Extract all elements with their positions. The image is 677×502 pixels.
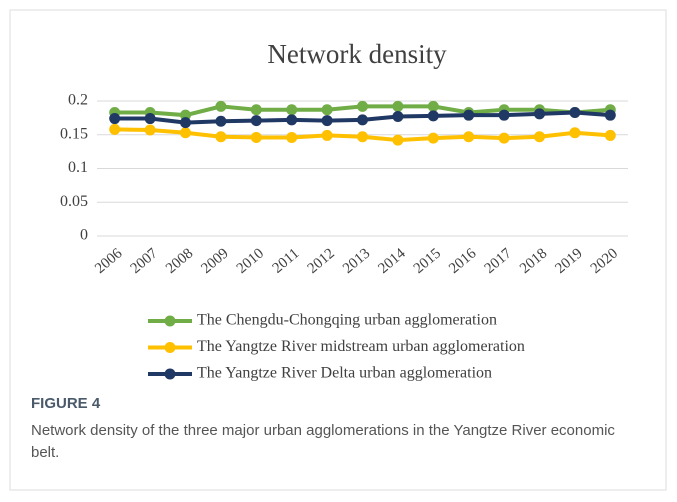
point [427,110,439,122]
point [109,113,121,125]
point [604,129,616,141]
point [144,124,156,136]
x-tick-label: 2012 [305,245,338,277]
x-tick-label: 2013 [340,245,373,277]
x-tick-label: 2019 [552,245,585,277]
point [215,115,227,127]
point [250,115,262,127]
x-tick-label: 2011 [270,245,303,276]
point [109,123,121,135]
point [604,109,616,121]
point [463,109,475,121]
x-tick-label: 2008 [163,245,196,277]
point [357,114,368,126]
chart-title: Network density [267,39,447,69]
point [250,104,262,116]
point [321,129,333,141]
figure-border [9,9,667,491]
x-tick-label: 2014 [375,245,409,277]
point [215,100,227,112]
y-tick-label: 0.15 [60,125,88,142]
x-tick-label: 2007 [128,245,162,277]
point [392,100,404,112]
point [180,117,191,129]
point [144,113,156,125]
point [534,131,545,143]
x-tick-label: 2018 [517,245,550,277]
y-tick-label: 0.1 [68,159,88,176]
figure-caption: Network density of the three major urban… [31,422,615,461]
point [534,108,545,120]
point [463,131,475,143]
legend-label: The Yangtze River midstream urban agglom… [197,338,525,355]
point [286,104,298,116]
x-tick-label: 2017 [482,245,516,277]
point [392,134,404,146]
x-tick-label: 2016 [446,245,480,277]
point [569,106,581,118]
point [392,111,404,123]
point [321,104,333,116]
point [357,131,368,143]
legend-marker [164,368,176,380]
x-tick-label: 2009 [198,245,231,277]
point [357,100,368,112]
y-tick-label: 0.2 [68,92,88,109]
legend-marker [164,342,176,353]
point [498,132,510,144]
point [180,127,191,139]
legend-marker [164,315,176,327]
x-tick-label: 2015 [411,245,444,277]
point [569,127,581,139]
point [215,131,227,143]
y-tick-label: 0 [80,227,88,244]
x-tick-label: 2020 [588,245,621,277]
x-tick-label: 2010 [234,245,267,277]
legend-label: The Yangtze River Delta urban agglomerat… [197,365,492,382]
legend-label: The Chengdu-Chongqing urban agglomeratio… [197,312,497,329]
point [427,132,439,144]
point [427,100,439,112]
y-tick-label: 0.05 [60,193,88,210]
point [286,131,298,143]
point [321,115,333,127]
x-tick-label: 2006 [92,245,126,277]
point [286,114,298,126]
point [498,109,510,121]
point [250,131,262,143]
figure-label: FIGURE 4 [31,395,101,412]
